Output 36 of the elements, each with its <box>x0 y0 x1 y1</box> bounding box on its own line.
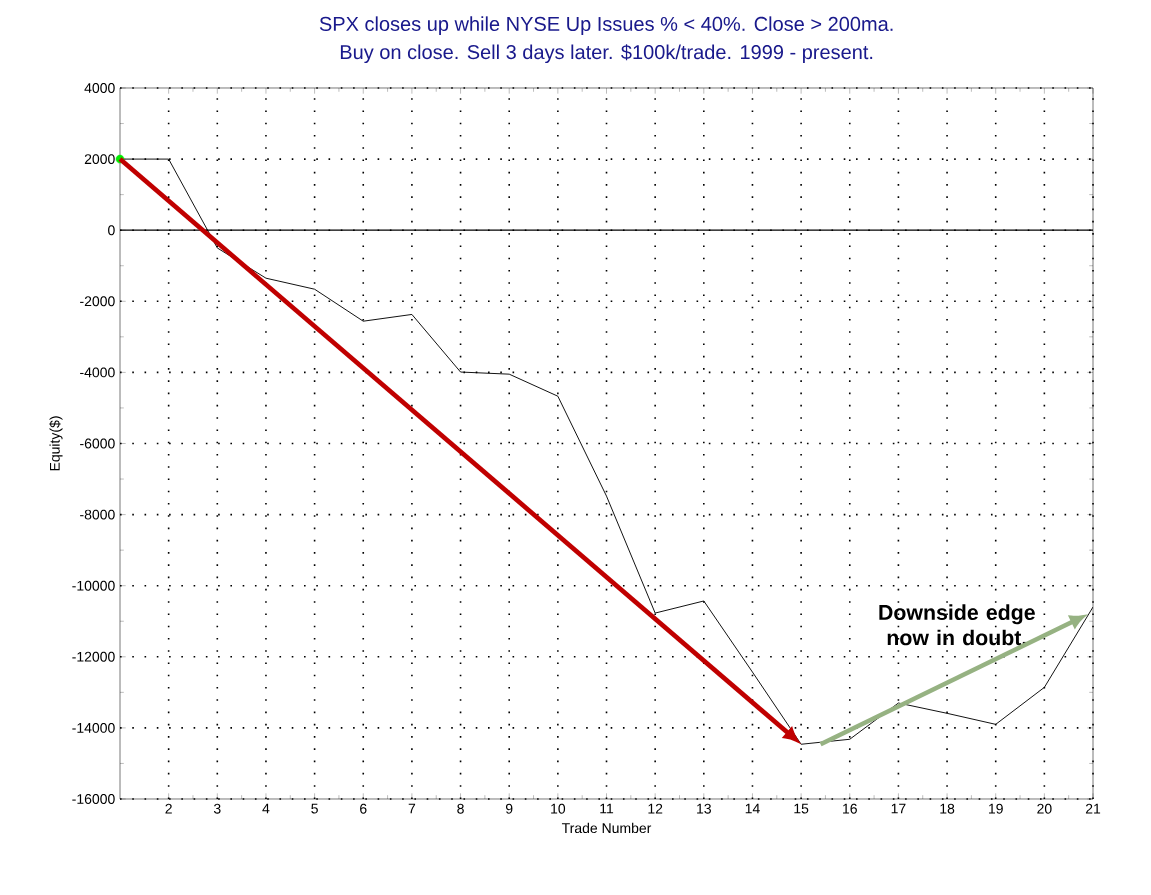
y-tick-label: -2000 <box>80 296 115 307</box>
x-tick-label: 12 <box>648 803 663 814</box>
chart-subtitle: Buy on close. Sell 3 days later. $100k/trade. 1999 - present. <box>340 44 873 64</box>
x-tick-label: 17 <box>891 803 906 814</box>
y-tick-label: -14000 <box>72 722 115 733</box>
x-tick-label: 16 <box>843 803 857 814</box>
x-tick-label: 11 <box>600 803 614 814</box>
y-tick-label: 4000 <box>84 83 115 93</box>
y-axis-title: Equity($) <box>49 416 63 471</box>
x-axis-title: Trade Number <box>561 822 652 834</box>
y-tick-label: 0 <box>108 225 115 236</box>
x-tick-label: 4 <box>262 803 270 814</box>
x-tick-label: 15 <box>794 803 809 814</box>
y-tick-label: -12000 <box>72 651 115 662</box>
x-tick-label: 8 <box>457 803 464 814</box>
x-tick-label: 2 <box>165 803 172 814</box>
x-tick-label: 21 <box>1085 803 1101 814</box>
x-tick-label: 9 <box>505 803 513 814</box>
x-tick-label: 6 <box>360 803 367 814</box>
x-tick-label: 19 <box>989 803 1003 814</box>
annotation: Downside edge now in doubt. <box>879 604 1035 646</box>
chart-title: SPX closes up while NYSE Up Issues % < 40%. Close > 200ma. <box>319 16 893 35</box>
x-tick-label: 7 <box>408 803 416 814</box>
y-tick-label: -4000 <box>80 367 115 378</box>
y-tick-label: -8000 <box>80 509 115 520</box>
x-tick-label: 13 <box>697 803 711 814</box>
x-tick-label: 3 <box>213 803 221 814</box>
y-tick-label: -10000 <box>72 580 115 591</box>
y-tick-label: -6000 <box>80 438 115 449</box>
x-tick-label: 5 <box>311 803 318 814</box>
x-tick-label: 10 <box>551 803 566 814</box>
y-tick-label: 2000 <box>84 154 115 165</box>
y-tick-label: -16000 <box>72 794 115 804</box>
x-tick-label: 18 <box>940 803 955 814</box>
x-tick-label: 14 <box>745 803 760 814</box>
x-tick-label: 20 <box>1037 803 1052 814</box>
